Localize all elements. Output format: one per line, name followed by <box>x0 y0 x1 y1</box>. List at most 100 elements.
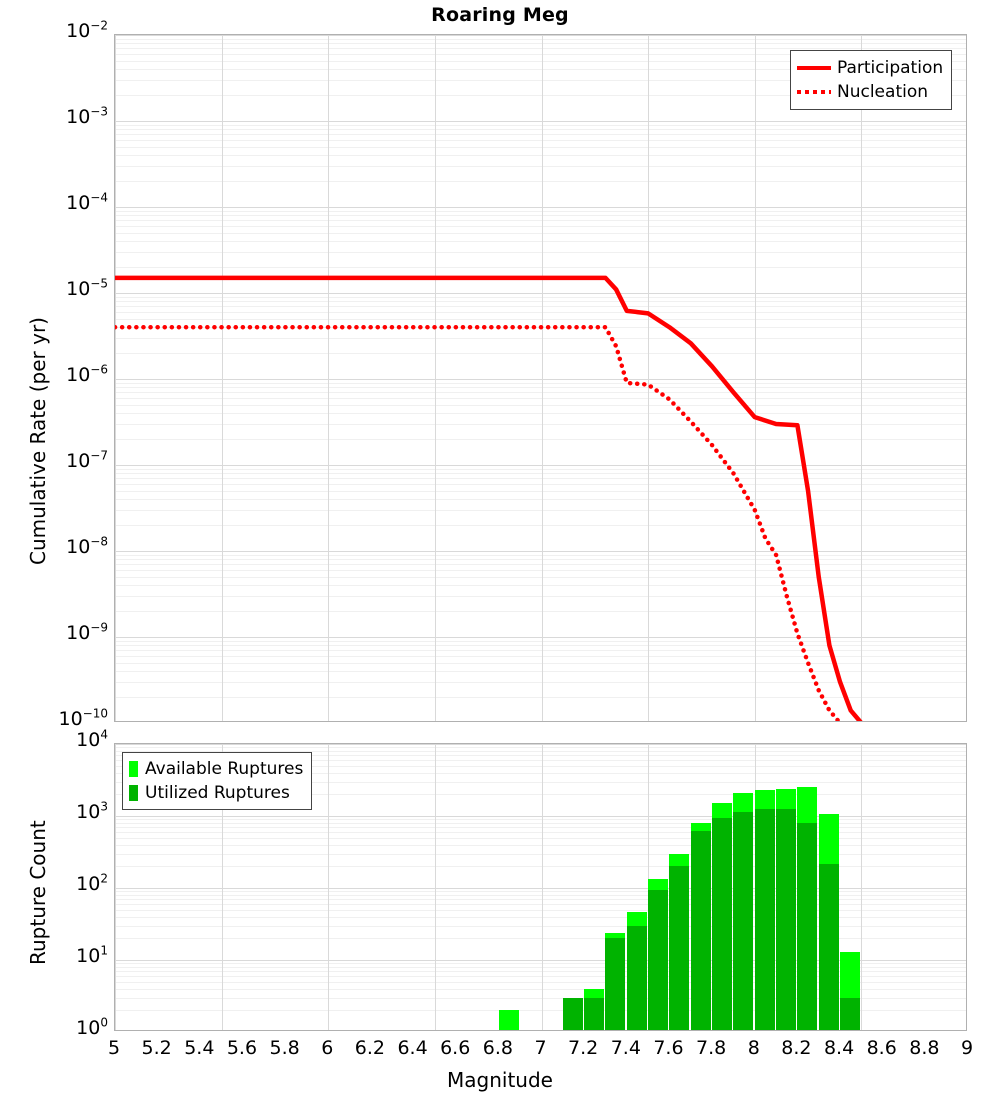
top-legend: Participation Nucleation <box>790 50 953 110</box>
gridline-horizontal <box>115 925 966 927</box>
gridline-horizontal <box>115 79 966 81</box>
x-tick-label: 8 <box>747 1037 760 1059</box>
gridline-vertical <box>861 35 863 721</box>
bar-utilized-ruptures <box>818 864 839 1030</box>
rupture-count-plot <box>114 743 967 1031</box>
y-tick-label: 10−3 <box>66 104 108 128</box>
gridline-horizontal <box>115 95 966 97</box>
bottom-legend: Available Ruptures Utilized Ruptures <box>122 752 313 810</box>
gridline-horizontal <box>115 637 966 638</box>
x-tick-label: 6.8 <box>482 1037 513 1059</box>
gridline-vertical <box>115 35 116 721</box>
legend-item: Available Ruptures <box>128 757 303 781</box>
gridline-horizontal <box>115 181 966 183</box>
gridline-horizontal <box>115 981 966 983</box>
x-tick-label: 5.8 <box>269 1037 300 1059</box>
x-tick-label: 6 <box>321 1037 334 1059</box>
x-tick-label: 6.2 <box>354 1037 385 1059</box>
gridline-horizontal <box>115 484 966 486</box>
y-tick-label: 10−8 <box>66 534 108 558</box>
gridline-horizontal <box>115 853 966 855</box>
legend-label: Utilized Ruptures <box>145 783 290 803</box>
bar-available-ruptures <box>498 1010 519 1030</box>
gridline-horizontal <box>115 681 966 683</box>
gridline-horizontal <box>115 903 966 905</box>
gridline-horizontal <box>115 48 966 50</box>
gridline-horizontal <box>115 570 966 572</box>
gridline-horizontal <box>115 296 966 298</box>
bar-utilized-ruptures <box>797 822 818 1030</box>
gridline-vertical <box>115 744 116 1030</box>
gridline-horizontal <box>115 576 966 578</box>
gridline-vertical <box>434 744 436 1030</box>
bar-utilized-ruptures <box>776 809 796 1030</box>
series-nucleation <box>115 324 842 721</box>
cumulative-rate-plot <box>114 34 967 722</box>
bar-utilized-ruptures <box>690 830 711 1030</box>
gridline-horizontal <box>115 54 966 56</box>
gridline-horizontal <box>115 220 966 222</box>
y-tick-label: 102 <box>76 871 108 895</box>
gridline-horizontal <box>115 554 966 556</box>
gridline-horizontal <box>115 155 966 157</box>
x-tick-label: 5 <box>107 1037 121 1059</box>
gridline-horizontal <box>115 960 966 961</box>
gridline-horizontal <box>115 267 966 269</box>
gridline-horizontal <box>115 241 966 243</box>
bar-utilized-ruptures <box>626 925 647 1030</box>
gridline-horizontal <box>115 819 966 821</box>
gridline-horizontal <box>115 822 966 824</box>
gridline-horizontal <box>115 971 966 973</box>
gridline-horizontal <box>115 387 966 389</box>
gridline-vertical <box>754 35 756 721</box>
x-tick-label: 7.8 <box>695 1037 727 1059</box>
gridline-horizontal <box>115 382 966 384</box>
gridline-horizontal <box>115 43 966 45</box>
y-tick-label: 10−6 <box>66 362 108 386</box>
cumulative-rate-curves <box>115 275 863 721</box>
gridline-horizontal <box>115 509 966 511</box>
x-tick-label: 6.4 <box>397 1037 428 1059</box>
gridline-horizontal <box>115 404 966 406</box>
gridline-horizontal <box>115 640 966 642</box>
gridline-horizontal <box>115 490 966 492</box>
page-title: Roaring Meg <box>431 4 569 26</box>
gridline-horizontal <box>115 831 966 833</box>
gridline-horizontal <box>115 499 966 501</box>
gridline-horizontal <box>115 129 966 131</box>
gridline-horizontal <box>115 697 966 699</box>
gridline-horizontal <box>115 559 966 561</box>
y-tick-label: 10−5 <box>66 276 108 300</box>
gridline-horizontal <box>115 909 966 911</box>
bar-utilized-ruptures <box>669 866 690 1030</box>
y-tick-label: 104 <box>76 727 108 751</box>
gridline-horizontal <box>115 611 966 613</box>
bar-utilized-ruptures <box>584 997 604 1030</box>
x-axis-label: Magnitude <box>447 1068 553 1092</box>
gridline-horizontal <box>115 35 966 36</box>
x-tick-label: 8.8 <box>909 1037 940 1059</box>
legend-item: Utilized Ruptures <box>128 781 303 805</box>
gridline-horizontal <box>115 121 966 122</box>
gridline-horizontal <box>115 465 966 466</box>
gridline-horizontal <box>115 772 966 774</box>
gridline-vertical <box>328 35 330 721</box>
gridline-horizontal <box>115 975 966 977</box>
gridline-horizontal <box>115 645 966 647</box>
gridline-horizontal <box>115 423 966 425</box>
y-tick-label: 10−9 <box>66 620 108 644</box>
gridline-horizontal <box>115 866 966 868</box>
gridline-horizontal <box>115 894 966 896</box>
gridline-horizontal <box>115 755 966 757</box>
legend-item: Participation <box>797 56 943 80</box>
gridline-horizontal <box>115 337 966 339</box>
gridline-horizontal <box>115 750 966 752</box>
gridline-horizontal <box>115 124 966 126</box>
gridline-horizontal <box>115 585 966 587</box>
gridline-horizontal <box>115 988 966 990</box>
gridline-horizontal <box>115 69 966 71</box>
gridline-horizontal <box>115 146 966 148</box>
gridline-horizontal <box>115 293 966 294</box>
x-tick-label: 7.4 <box>610 1037 641 1059</box>
y-tick-label: 10−10 <box>58 706 108 730</box>
